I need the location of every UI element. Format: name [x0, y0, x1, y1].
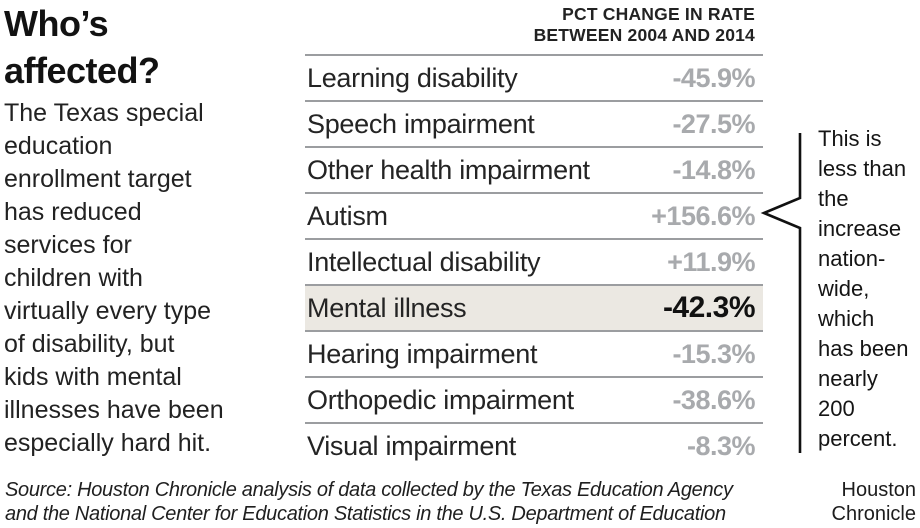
- row-label: Speech impairment: [307, 108, 535, 139]
- row-value: -14.8%: [672, 154, 755, 185]
- table-row: Speech impairment -27.5%: [305, 100, 763, 146]
- table-row-highlighted: Mental illness -42.3%: [305, 284, 763, 330]
- table-row: Autism +156.6%: [305, 192, 763, 238]
- page-title: Who’s affected?: [4, 3, 160, 91]
- row-value: -45.9%: [672, 62, 755, 93]
- row-value: -8.3%: [686, 430, 756, 461]
- table-row: Learning disability -45.9%: [305, 54, 763, 100]
- annotation-text: This is less than the increase nation- w…: [818, 126, 909, 451]
- row-value: +11.9%: [667, 246, 755, 277]
- annotation-bracket-pointer: [760, 133, 802, 453]
- row-value: -15.3%: [672, 338, 755, 369]
- table-row: Other health impairment -14.8%: [305, 146, 763, 192]
- row-value: -38.6%: [672, 384, 755, 415]
- table-column-header: PCT CHANGE IN RATE BETWEEN 2004 AND 2014: [533, 4, 755, 45]
- table-row: Orthopedic impairment -38.6%: [305, 376, 763, 422]
- row-label: Intellectual disability: [307, 246, 541, 277]
- data-table: Learning disability -45.9% Speech impair…: [305, 54, 763, 468]
- row-label: Mental illness: [307, 292, 467, 323]
- row-value: -27.5%: [672, 108, 755, 139]
- intro-paragraph: The Texas special education enrollment t…: [4, 99, 224, 457]
- row-value: -42.3%: [662, 291, 756, 324]
- row-label: Learning disability: [307, 62, 518, 93]
- row-label: Orthopedic impairment: [307, 384, 574, 415]
- row-label: Autism: [307, 200, 388, 231]
- row-label: Visual impairment: [307, 430, 516, 461]
- row-label: Hearing impairment: [307, 338, 538, 369]
- table-row: Intellectual disability +11.9%: [305, 238, 763, 284]
- credit-line: Houston Chronicle: [831, 479, 916, 525]
- row-value: +156.6%: [651, 200, 755, 231]
- table-row: Visual impairment -8.3%: [305, 422, 763, 468]
- row-label: Other health impairment: [307, 154, 590, 185]
- table-row: Hearing impairment -15.3%: [305, 330, 763, 376]
- source-line: Source: Houston Chronicle analysis of da…: [5, 479, 733, 525]
